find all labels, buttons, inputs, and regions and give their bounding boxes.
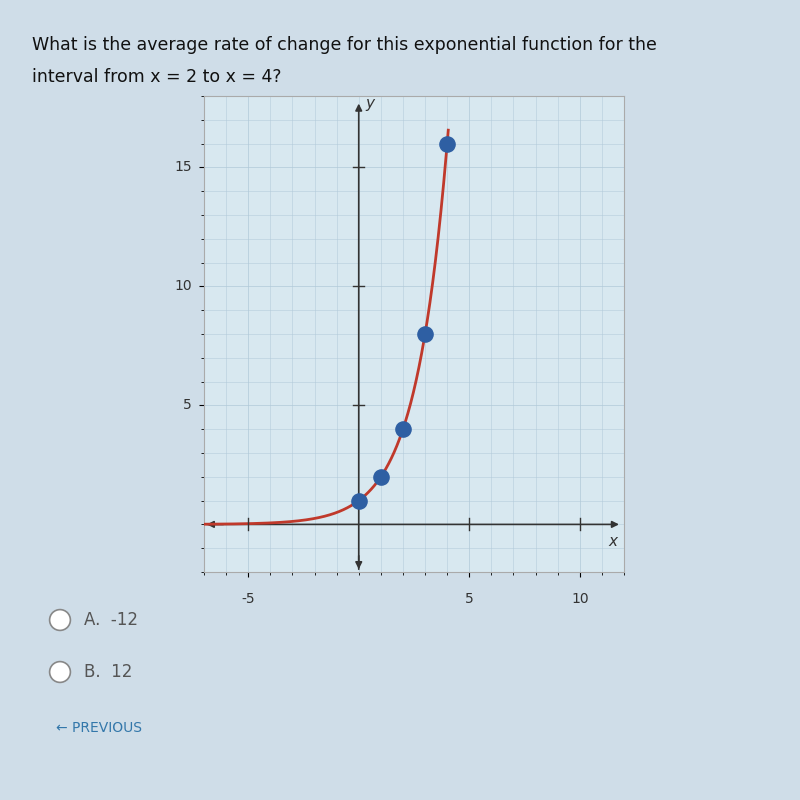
Text: x: x xyxy=(609,534,618,549)
Text: A.  -12: A. -12 xyxy=(84,611,138,629)
Text: 5: 5 xyxy=(183,398,192,413)
Text: -5: -5 xyxy=(242,592,255,606)
Text: y: y xyxy=(366,96,374,111)
Point xyxy=(418,328,431,341)
Point xyxy=(374,470,387,483)
Text: B.  12: B. 12 xyxy=(84,663,132,681)
Point xyxy=(397,422,410,435)
Text: 15: 15 xyxy=(174,161,192,174)
Point xyxy=(441,138,454,150)
Text: What is the average rate of change for this exponential function for the: What is the average rate of change for t… xyxy=(32,36,657,54)
Text: ← PREVIOUS: ← PREVIOUS xyxy=(56,721,142,735)
Text: interval from x = 2 to x = 4?: interval from x = 2 to x = 4? xyxy=(32,68,282,86)
Text: 5: 5 xyxy=(465,592,474,606)
Text: 10: 10 xyxy=(174,279,192,294)
Point xyxy=(352,494,365,507)
Text: 10: 10 xyxy=(571,592,589,606)
